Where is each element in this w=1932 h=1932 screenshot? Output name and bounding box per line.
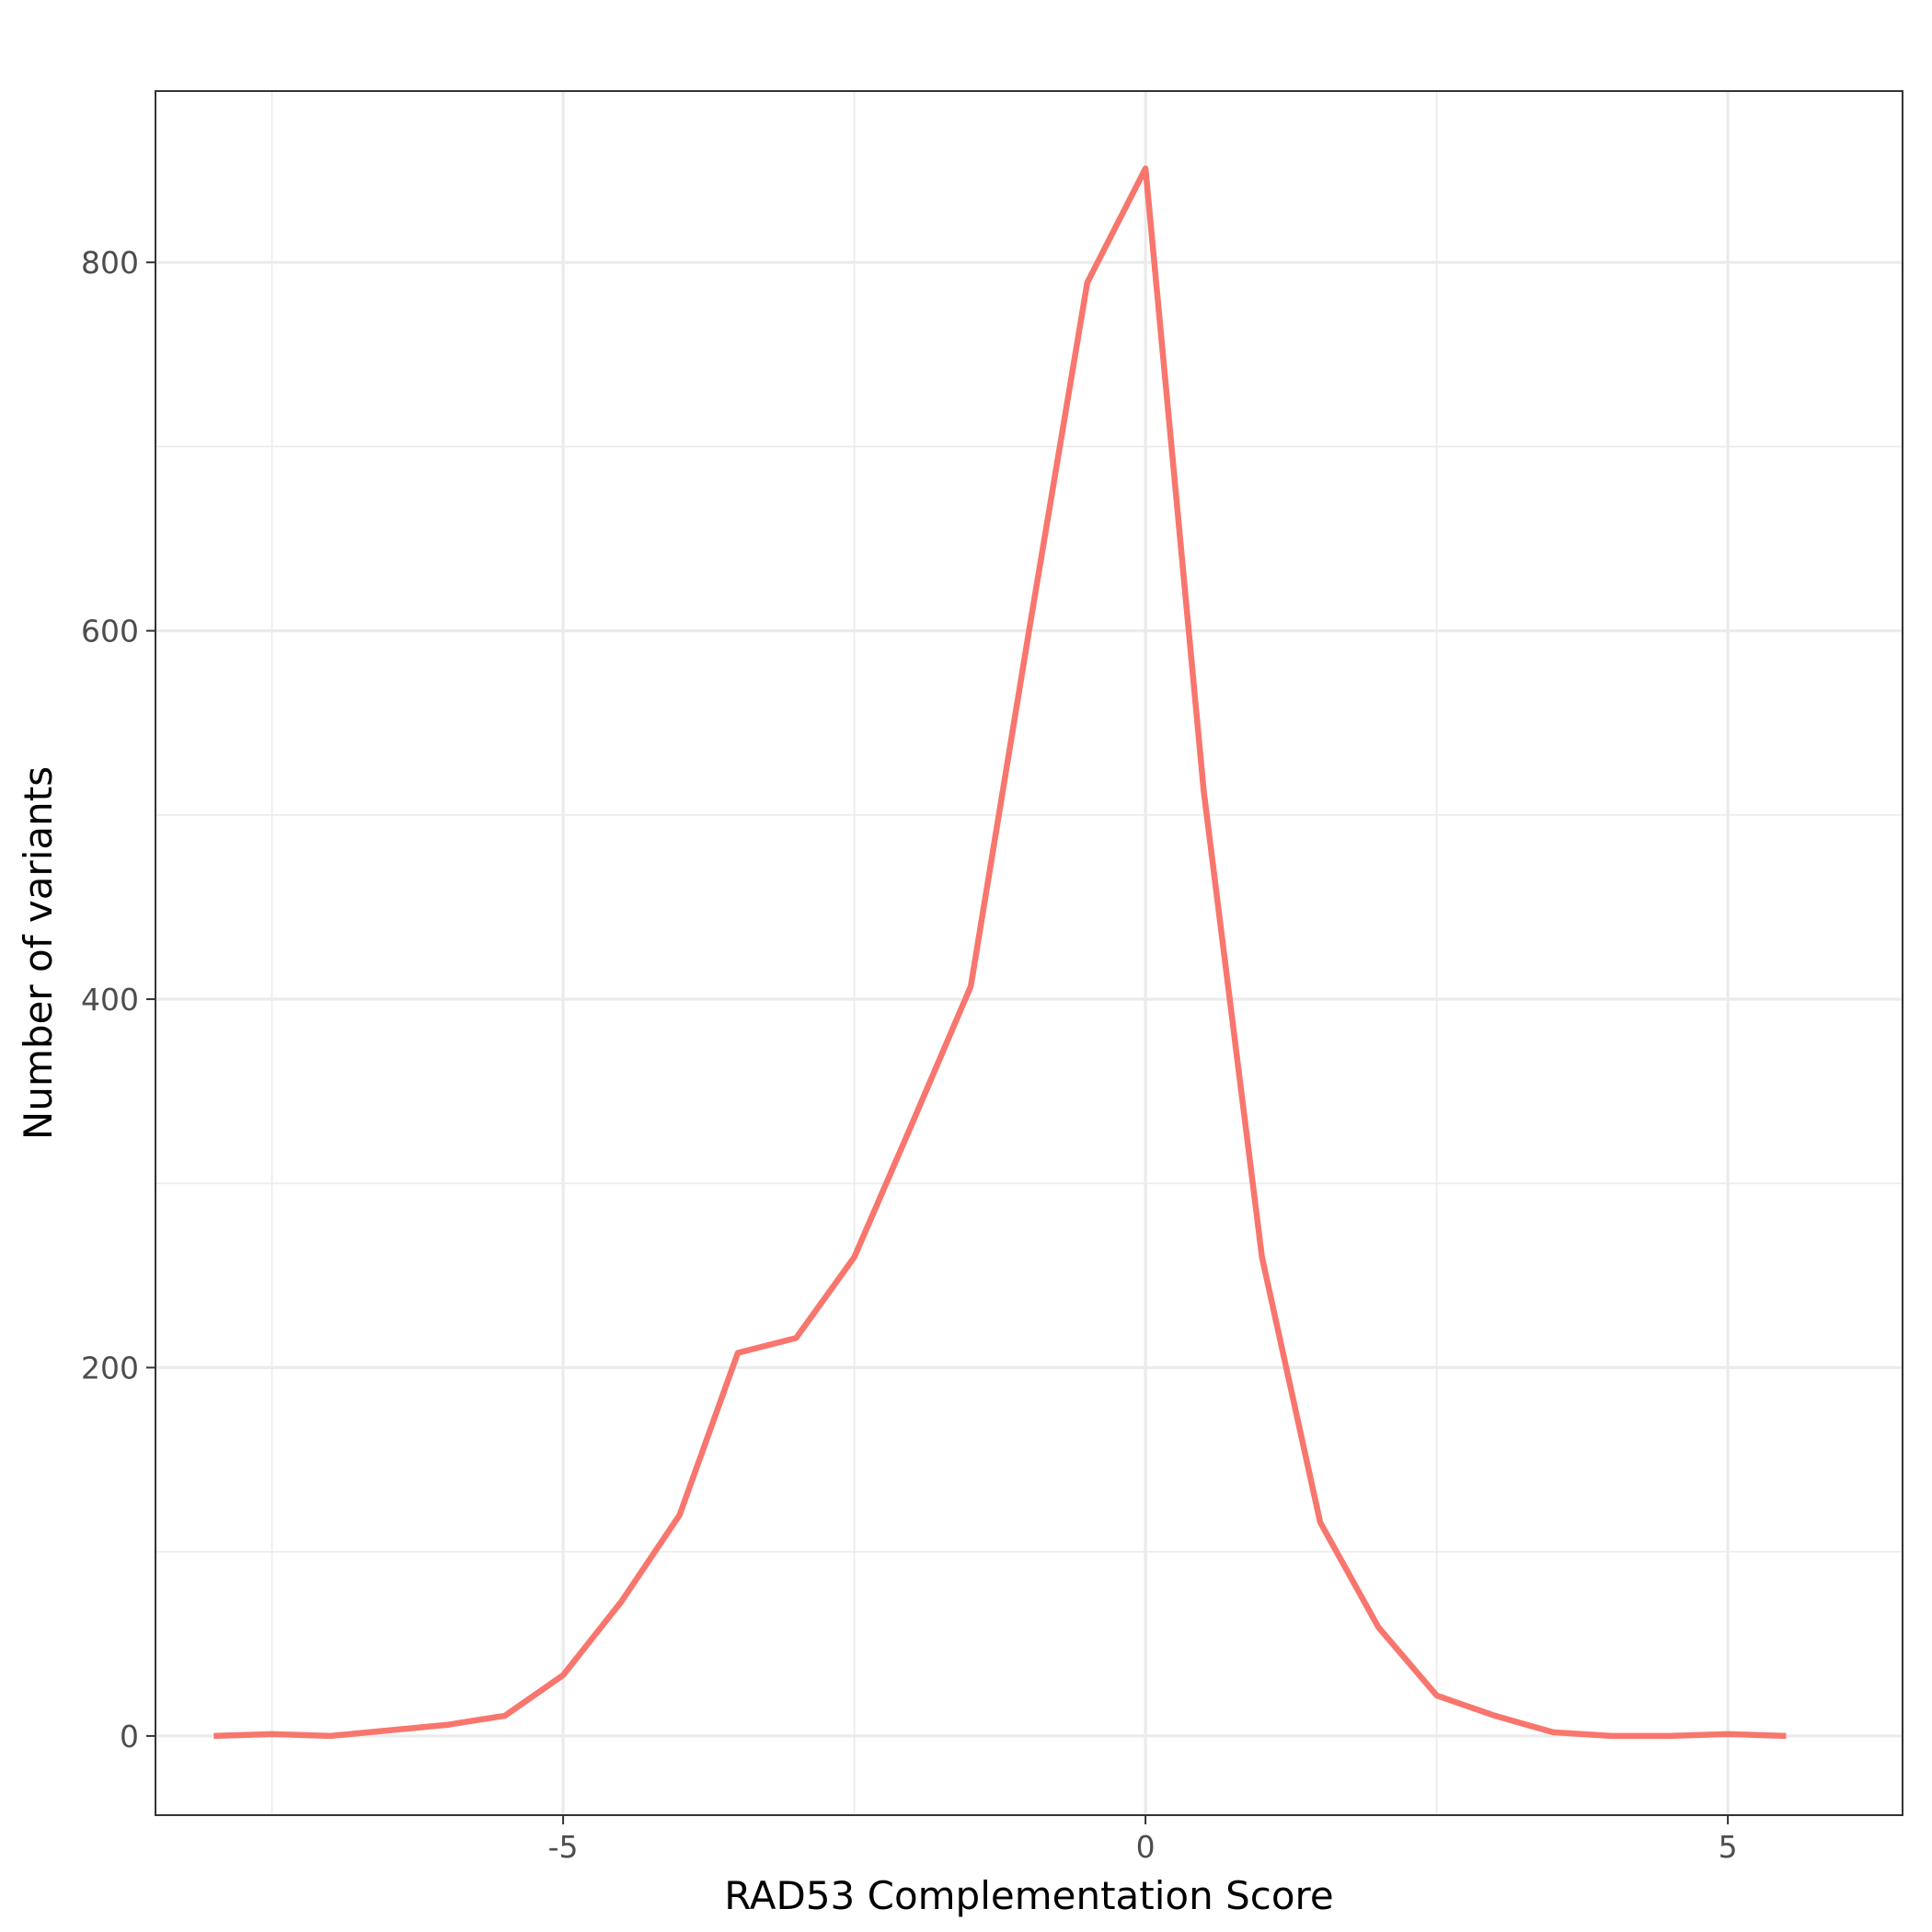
axis-ticks: -5 0 5 0 200 400 600 800 (81, 245, 1738, 1865)
y-axis-title: Number of variants (16, 766, 61, 1140)
y-tick-label: 400 (81, 982, 139, 1018)
y-tick-label: 600 (81, 614, 139, 650)
minor-gridlines (155, 91, 1903, 1815)
series-line (213, 165, 1787, 1740)
x-tick-label: -5 (548, 1829, 579, 1865)
y-tick-label: 800 (81, 245, 139, 281)
panel-border (155, 90, 1903, 1816)
x-tick-label: 0 (1136, 1829, 1156, 1865)
x-tick-label: 5 (1719, 1829, 1738, 1865)
x-axis-title: RAD53 Complementation Score (724, 1873, 1333, 1918)
y-tick-label: 0 (120, 1719, 139, 1754)
series-layer (213, 165, 1787, 1740)
y-tick-label: 200 (81, 1350, 139, 1386)
